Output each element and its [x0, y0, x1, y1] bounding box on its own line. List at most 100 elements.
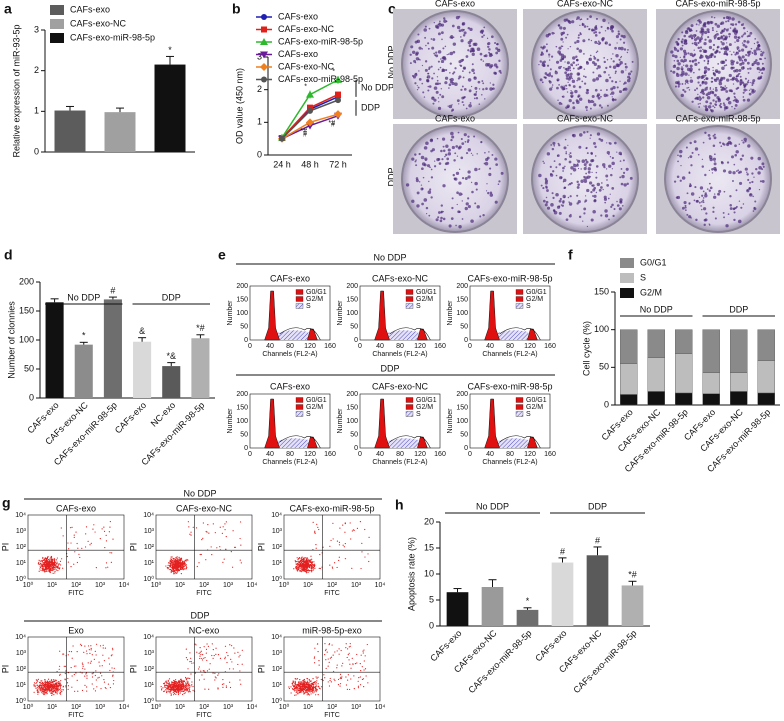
panel-letter: h [395, 497, 404, 513]
x-tick-label: 160 [434, 451, 446, 458]
y-tick-label: 50 [350, 323, 358, 330]
colony [564, 187, 566, 189]
colony [630, 70, 632, 72]
colony [709, 137, 712, 140]
colony [492, 87, 495, 90]
colony [729, 195, 731, 197]
event-dot [67, 542, 68, 543]
colony [748, 72, 750, 74]
colony [701, 201, 703, 203]
event-dot [313, 561, 314, 562]
colony [443, 150, 446, 153]
event-dot [362, 651, 363, 652]
event-dot [310, 556, 311, 557]
s-phase [278, 438, 309, 448]
row-header: No DDP [183, 488, 216, 498]
colony [723, 17, 725, 19]
x-tick-label: 40 [486, 343, 494, 350]
x-tick-label: CAFs-exo [533, 628, 568, 663]
colony [488, 65, 489, 66]
colony [467, 49, 469, 51]
colony [575, 56, 577, 58]
colony [592, 195, 594, 197]
event-dot [81, 645, 82, 646]
event-dot [297, 565, 298, 566]
event-dot [57, 566, 58, 567]
colony [424, 96, 425, 97]
colony [615, 54, 618, 57]
event-dot [348, 674, 349, 675]
event-dot [52, 564, 53, 565]
colony [682, 89, 684, 91]
colony [481, 36, 483, 38]
colony [726, 53, 728, 55]
colony [590, 108, 592, 110]
event-dot [171, 556, 172, 557]
colony [448, 53, 450, 55]
event-dot [42, 567, 43, 568]
event-dot [86, 675, 87, 676]
colony [627, 52, 628, 53]
y-tick-label: 200 [19, 276, 34, 286]
event-dot [181, 569, 182, 570]
colony [606, 89, 608, 91]
event-dot [34, 682, 35, 683]
legend-swatch [620, 258, 634, 268]
colony [745, 54, 747, 56]
event-dot [173, 565, 174, 566]
colony [704, 81, 707, 84]
y-tick-label: 50 [460, 431, 468, 438]
colony [729, 74, 732, 77]
colony [749, 67, 751, 69]
colony [472, 154, 473, 155]
colony [714, 136, 717, 139]
event-dot [312, 692, 313, 693]
colony [573, 168, 577, 172]
colony [740, 158, 743, 161]
event-dot [52, 561, 53, 562]
event-dot [363, 669, 364, 670]
colony [543, 76, 545, 78]
colony [747, 99, 750, 102]
colony [487, 46, 489, 48]
event-dot [349, 653, 350, 654]
event-dot [37, 685, 38, 686]
colony [689, 155, 692, 158]
event-dot [364, 660, 365, 661]
colony [562, 170, 564, 172]
event-dot [102, 528, 103, 529]
event-dot [42, 682, 43, 683]
event-dot [173, 694, 174, 695]
colony [721, 42, 724, 45]
colony [742, 82, 744, 84]
event-dot [186, 649, 187, 650]
colony [743, 40, 746, 43]
event-dot [169, 686, 170, 687]
colony [584, 201, 586, 203]
event-dot [59, 666, 60, 667]
colony [483, 26, 485, 28]
colony [704, 60, 706, 62]
colony [723, 169, 726, 172]
colony [563, 87, 566, 90]
bar-segment [730, 391, 747, 405]
point [279, 136, 285, 142]
colony [701, 36, 703, 38]
event-dot [307, 694, 308, 695]
y-axis-label: PI [256, 543, 266, 552]
colony [753, 49, 756, 52]
event-dot [53, 679, 54, 680]
event-dot [59, 567, 60, 568]
s-phase [278, 330, 309, 340]
legend-label: S [306, 411, 311, 418]
event-dot [104, 682, 105, 683]
event-dot [78, 554, 79, 555]
event-dot [43, 691, 44, 692]
event-dot [353, 675, 354, 676]
colony [726, 42, 727, 43]
colony [630, 177, 633, 180]
event-dot [309, 689, 310, 690]
colony [600, 139, 603, 142]
y-tick-label: 10³ [16, 650, 27, 657]
colony [717, 47, 719, 49]
